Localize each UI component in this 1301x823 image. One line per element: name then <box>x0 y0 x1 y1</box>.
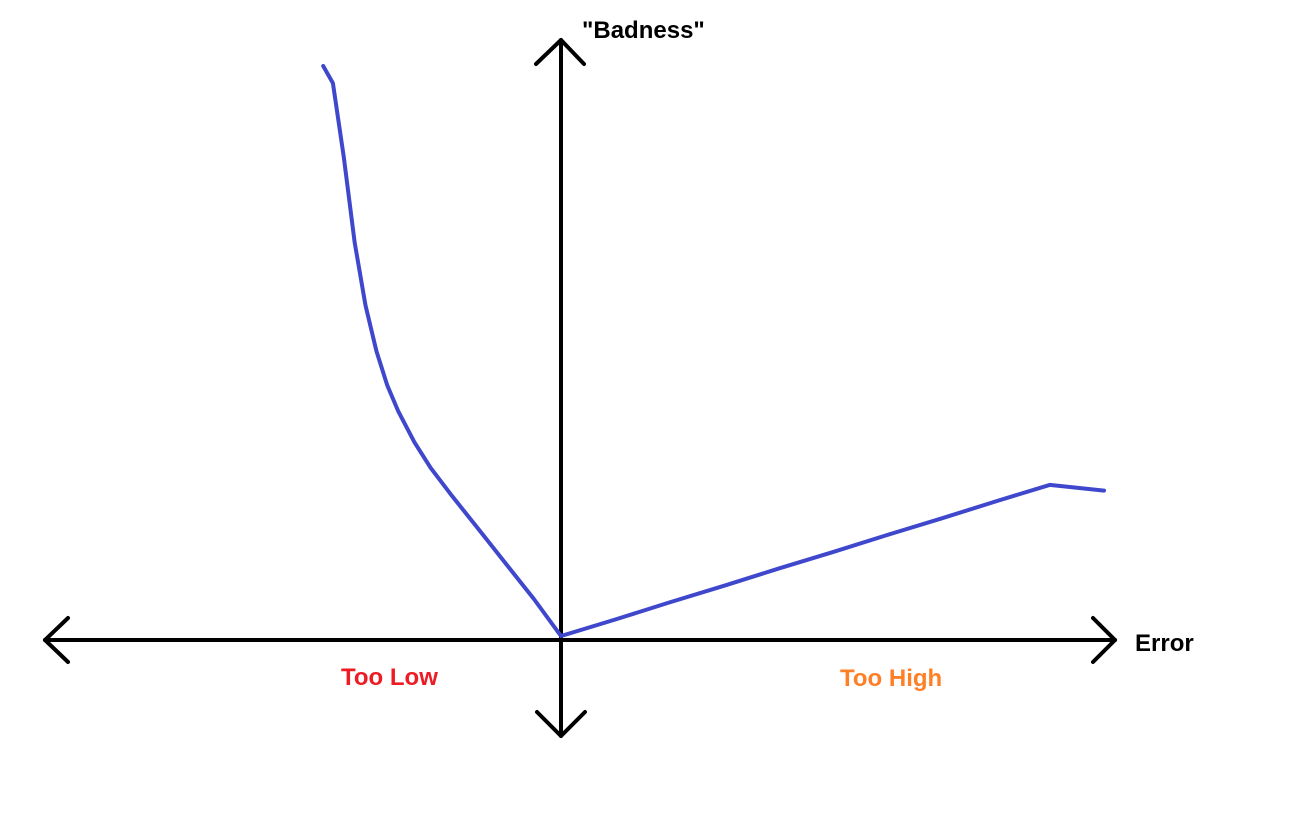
axes <box>43 38 1117 738</box>
x-axis-label: Error <box>1135 630 1194 657</box>
x-axis-left-arrow <box>43 616 70 664</box>
annotation-too-high: Too High <box>840 665 943 692</box>
y-axis-up-arrow <box>534 38 586 66</box>
y-axis-label: "Badness" <box>582 17 705 44</box>
y-axis-down-arrow <box>535 710 587 738</box>
series-group <box>321 64 1106 638</box>
series-line-0 <box>321 64 1106 638</box>
annotation-too-low: Too Low <box>341 664 438 691</box>
x-axis-right-arrow <box>1091 616 1117 664</box>
